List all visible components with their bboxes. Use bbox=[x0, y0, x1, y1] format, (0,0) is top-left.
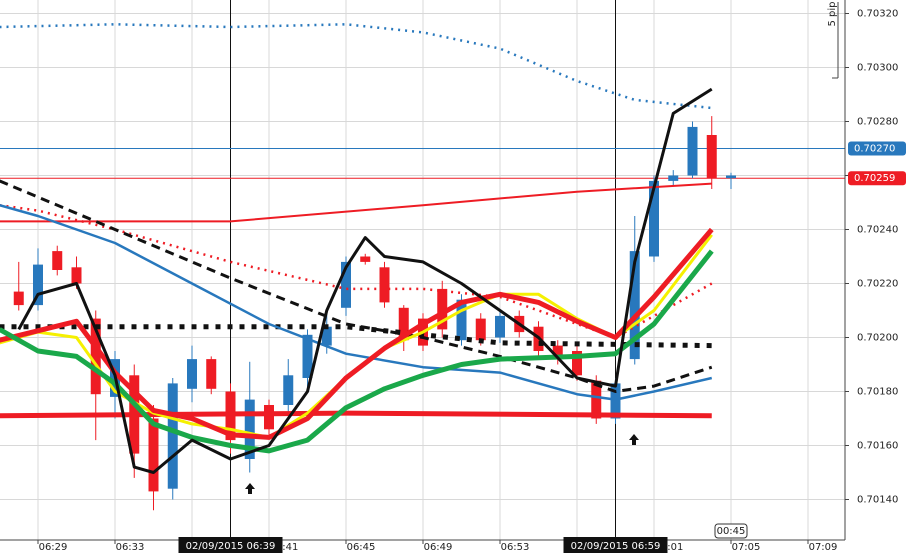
x-tick-label: 06:53 bbox=[501, 542, 530, 553]
crosshair-label: 02/09/2015 06:59 bbox=[571, 541, 661, 552]
candle-body bbox=[668, 175, 679, 181]
candle-body bbox=[649, 180, 659, 257]
candle-body bbox=[437, 288, 448, 330]
indicator-line bbox=[0, 204, 713, 339]
candle-body bbox=[475, 318, 486, 341]
price-label-box bbox=[848, 171, 906, 186]
price-label: 0.70270 bbox=[854, 144, 895, 155]
candle-body bbox=[148, 418, 159, 492]
indicator-line bbox=[0, 410, 712, 419]
y-tick-label: 0.70200 bbox=[857, 333, 898, 344]
y-tick-label: 0.70220 bbox=[857, 279, 898, 290]
candle-body bbox=[456, 299, 467, 341]
indicator-line bbox=[0, 227, 714, 440]
candle-body bbox=[610, 383, 621, 419]
candle-body bbox=[591, 380, 602, 419]
crosshair-label-box bbox=[178, 537, 283, 553]
x-tick-label: 06:33 bbox=[116, 542, 145, 553]
candle-body bbox=[495, 315, 505, 338]
y-tick-label: 0.70280 bbox=[857, 117, 898, 128]
price-label: 0.70259 bbox=[854, 173, 895, 184]
signal-arrow bbox=[245, 483, 255, 494]
candle-body bbox=[33, 264, 43, 306]
countdown: 00:45 bbox=[717, 526, 746, 537]
crosshair-label: 02/09/2015 06:39 bbox=[186, 541, 276, 552]
y-tick-label: 0.70140 bbox=[857, 495, 898, 506]
candle-body bbox=[90, 318, 101, 395]
price-label-box bbox=[848, 141, 906, 156]
indicator-line bbox=[0, 23, 712, 110]
indicator-line bbox=[0, 204, 713, 401]
candle-body bbox=[71, 267, 82, 284]
x-tick-label: 07:01 bbox=[655, 542, 684, 553]
y-tick-label: 0.70300 bbox=[857, 63, 898, 74]
candle-body bbox=[629, 251, 640, 360]
plot-area bbox=[0, 23, 736, 511]
indicator-line bbox=[0, 324, 712, 349]
x-tick-label: 07:05 bbox=[732, 542, 761, 553]
candle-body bbox=[167, 383, 178, 489]
x-tick-label: 06:29 bbox=[39, 542, 68, 553]
candle-body bbox=[187, 359, 197, 389]
y-tick-label: 0.70320 bbox=[857, 9, 898, 20]
x-tick-label: 06:49 bbox=[424, 542, 453, 553]
candle-body bbox=[360, 256, 371, 262]
candle-body bbox=[726, 175, 736, 179]
candle-body bbox=[206, 359, 217, 389]
signal-arrow bbox=[629, 434, 639, 445]
indicator-line bbox=[0, 182, 712, 223]
candle-body bbox=[687, 126, 698, 176]
candle-body bbox=[52, 251, 63, 270]
candle-body bbox=[244, 399, 255, 459]
candle-body bbox=[283, 375, 294, 405]
indicator-line bbox=[0, 249, 714, 454]
x-tick-label: 06:45 bbox=[347, 542, 376, 553]
candle-body bbox=[302, 334, 313, 378]
pip-scale-label: 5 pip bbox=[827, 1, 838, 26]
candle-body bbox=[398, 307, 409, 341]
candle-body bbox=[706, 135, 717, 179]
candle-body bbox=[341, 261, 351, 308]
candle-body bbox=[264, 405, 274, 430]
x-tick-label: 06:41 bbox=[270, 542, 299, 553]
y-tick-label: 0.70180 bbox=[857, 387, 898, 398]
candle-body bbox=[321, 326, 332, 346]
candle-body bbox=[13, 291, 24, 306]
axes: 0.70140 0.70160 0.70180 0.70200 0.70220 0.702… bbox=[37, 9, 906, 553]
crosshair-label-box bbox=[563, 537, 668, 553]
y-tick-label: 0.70240 bbox=[857, 225, 898, 236]
x-tick-label: 07:09 bbox=[809, 542, 838, 553]
y-tick-label: 0.70160 bbox=[857, 441, 898, 452]
candle-body bbox=[572, 351, 582, 376]
candle-body bbox=[379, 267, 390, 303]
indicator-line bbox=[0, 179, 713, 393]
indicator-line bbox=[17, 87, 713, 474]
candle-body bbox=[552, 345, 563, 360]
countdown-box bbox=[714, 523, 748, 539]
